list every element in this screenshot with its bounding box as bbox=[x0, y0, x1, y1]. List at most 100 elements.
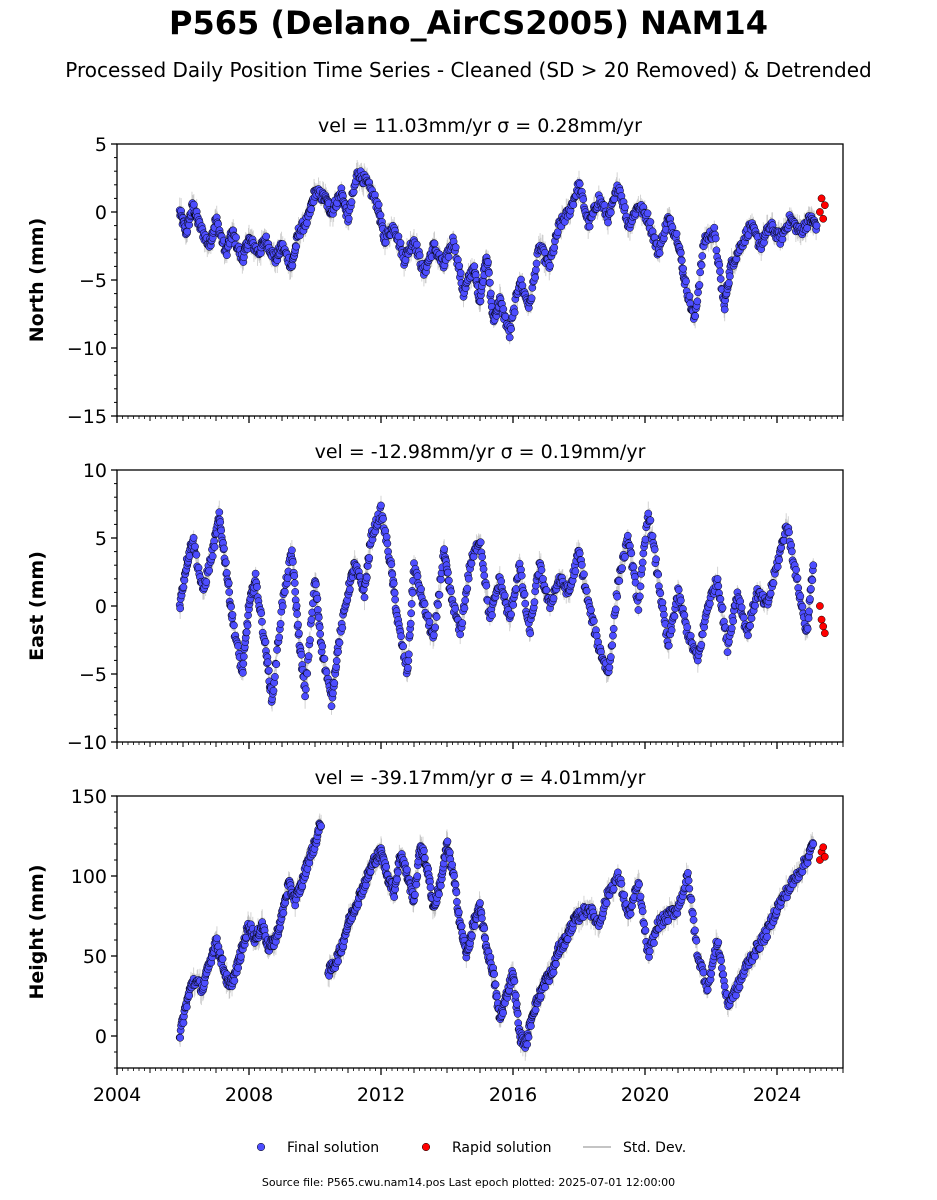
final-solution-point bbox=[258, 617, 266, 626]
final-solution-point bbox=[613, 592, 622, 601]
final-solution-point bbox=[210, 543, 219, 551]
final-solution-point bbox=[306, 636, 314, 644]
final-solution-point bbox=[527, 294, 536, 303]
final-solution-point bbox=[746, 621, 754, 630]
final-solution-point bbox=[404, 656, 413, 665]
final-solution-point bbox=[222, 569, 231, 577]
final-solution-point bbox=[751, 601, 759, 610]
final-solution-point bbox=[531, 273, 540, 282]
y-tick-label: 0 bbox=[95, 596, 107, 618]
plot-area bbox=[175, 495, 829, 715]
final-solution-point bbox=[444, 568, 452, 577]
final-solution-point bbox=[575, 549, 584, 558]
panel-title: vel = 11.03mm/yr σ = 0.28mm/yr bbox=[318, 115, 642, 137]
final-solution-point bbox=[391, 595, 399, 604]
final-solution-point bbox=[189, 200, 198, 209]
final-solution-point bbox=[652, 555, 660, 564]
chart-main-title: P565 (Delano_AirCS2005) NAM14 bbox=[169, 4, 768, 42]
final-solution-point bbox=[484, 258, 492, 267]
final-solution-point bbox=[773, 562, 782, 571]
final-solution-point bbox=[697, 261, 706, 270]
final-solution-point bbox=[803, 624, 812, 633]
plot-area bbox=[175, 160, 829, 345]
final-solution-point bbox=[208, 552, 217, 561]
final-solution-point bbox=[606, 208, 615, 217]
final-solution-point bbox=[698, 630, 707, 639]
final-solution-point bbox=[655, 249, 664, 257]
final-solution-point bbox=[327, 702, 336, 711]
final-solution-point bbox=[435, 591, 444, 599]
final-solution-point bbox=[329, 689, 337, 698]
final-solution-point bbox=[664, 641, 673, 650]
final-solution-point bbox=[716, 267, 724, 276]
final-solution-point bbox=[806, 595, 814, 603]
final-solution-point bbox=[639, 549, 648, 558]
final-solution-point bbox=[542, 586, 551, 594]
final-solution-point bbox=[769, 579, 778, 588]
final-solution-point bbox=[656, 589, 665, 598]
final-solution-point bbox=[429, 631, 438, 639]
final-solution-point bbox=[710, 223, 719, 232]
final-solution-point bbox=[695, 281, 704, 289]
final-solution-point bbox=[262, 232, 271, 241]
final-solution-point bbox=[585, 222, 594, 231]
final-solution-point bbox=[518, 281, 527, 290]
final-solution-point bbox=[463, 584, 472, 593]
final-solution-point bbox=[606, 653, 615, 661]
final-solution-point bbox=[292, 242, 300, 251]
y-tick-label: −10 bbox=[67, 732, 107, 754]
final-solution-point bbox=[537, 566, 546, 574]
final-solution-point bbox=[316, 630, 325, 638]
final-solution-point bbox=[292, 602, 301, 610]
final-solution-point bbox=[283, 574, 292, 582]
final-solution-point bbox=[507, 610, 515, 619]
final-solution-point bbox=[650, 545, 659, 554]
plot-area bbox=[175, 813, 829, 1061]
final-solution-point bbox=[497, 577, 506, 586]
final-solution-point bbox=[338, 624, 347, 632]
final-solution-point bbox=[447, 587, 455, 596]
final-solution-point bbox=[737, 603, 746, 612]
final-solution-point bbox=[458, 619, 467, 627]
chart-subtitle: Processed Daily Position Time Series - C… bbox=[65, 58, 872, 82]
final-solution-point bbox=[280, 587, 289, 596]
final-solution-point bbox=[360, 593, 369, 602]
final-solution-point bbox=[804, 614, 813, 623]
final-solution-point bbox=[432, 613, 441, 621]
final-solution-point bbox=[313, 594, 322, 603]
panel-2: 10 5 0 −5 −10 vel = -12.98mm/yr σ = 0.19mm/yr… bbox=[26, 441, 844, 754]
final-solution-point bbox=[667, 626, 676, 635]
final-solution-point bbox=[307, 615, 316, 624]
final-solution-point bbox=[478, 553, 486, 561]
y-tick-label: 10 bbox=[83, 460, 107, 482]
final-solution-point bbox=[720, 305, 729, 314]
final-solution-point bbox=[434, 601, 442, 609]
final-solution-point bbox=[499, 305, 508, 313]
final-solution-point bbox=[347, 198, 356, 206]
final-solution-point bbox=[600, 201, 609, 210]
final-solution-point bbox=[290, 571, 299, 580]
final-solution-point bbox=[549, 594, 558, 603]
final-solution-point bbox=[712, 246, 721, 255]
final-solution-point bbox=[727, 624, 736, 633]
final-solution-point bbox=[716, 275, 725, 283]
final-solution-point bbox=[486, 278, 494, 287]
final-solution-point bbox=[230, 621, 238, 630]
final-solution-point bbox=[222, 558, 230, 567]
final-solution-point bbox=[275, 633, 284, 642]
final-solution-point bbox=[257, 609, 266, 618]
final-solution-point bbox=[183, 227, 192, 236]
final-solution-point bbox=[809, 561, 818, 570]
final-solution-point bbox=[180, 576, 189, 585]
y-tick-label: −5 bbox=[79, 664, 107, 686]
final-solution-point bbox=[623, 531, 632, 540]
final-solution-point bbox=[460, 604, 469, 613]
final-solution-point bbox=[394, 232, 403, 241]
final-solution-point bbox=[192, 550, 201, 559]
final-solution-point bbox=[437, 575, 445, 584]
final-solution-point bbox=[579, 195, 588, 204]
final-solution-point bbox=[509, 601, 518, 609]
final-solution-point bbox=[608, 641, 617, 650]
